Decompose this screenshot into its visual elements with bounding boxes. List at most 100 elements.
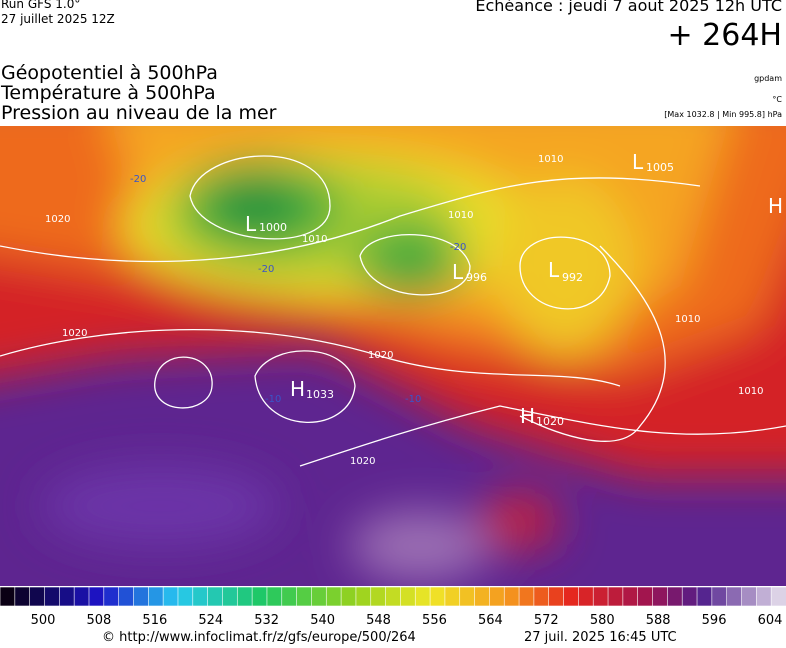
lead-time: + 264H xyxy=(667,18,783,53)
color-swatch xyxy=(756,586,772,607)
isobar xyxy=(299,405,786,467)
temperature-label: -20 xyxy=(450,242,466,253)
color-swatch xyxy=(162,586,179,607)
high-value: 1020 xyxy=(536,415,564,428)
color-swatch xyxy=(741,586,758,607)
isobar-label: 1010 xyxy=(738,386,763,397)
field: Pression au niveau de la mer xyxy=(1,102,277,124)
color-swatch xyxy=(325,586,342,607)
color-swatch xyxy=(474,586,491,607)
color-swatch xyxy=(251,586,268,607)
high: H xyxy=(290,377,305,401)
color-swatch xyxy=(59,586,75,607)
colorbar-label: 556 xyxy=(422,613,447,626)
low-value: 1000 xyxy=(259,221,287,234)
field: Géopotentiel à 500hPa xyxy=(1,62,218,84)
isobar-label: 1010 xyxy=(538,154,563,165)
temperature-label: -10 xyxy=(265,394,281,405)
color-swatch xyxy=(370,586,387,607)
generated: 27 juil. 2025 16:45 UTC xyxy=(524,630,677,645)
low-value: 1005 xyxy=(646,161,674,174)
color-swatch xyxy=(222,586,239,607)
colorbar-label: 604 xyxy=(758,613,783,626)
isobar-label: 1020 xyxy=(62,328,87,339)
isobar xyxy=(154,356,213,409)
color-swatch xyxy=(726,586,743,607)
colorbar-label: 596 xyxy=(702,613,727,626)
color-swatch xyxy=(711,586,728,607)
colorbar-label: 548 xyxy=(366,613,391,626)
color-swatch xyxy=(177,586,194,607)
color-swatch xyxy=(266,586,283,607)
source: © http://www.infoclimat.fr/z/gfs/europe/… xyxy=(102,630,416,645)
map: L 1000 L 996 L 992 L 1005 H H 1033 H 102… xyxy=(0,126,786,586)
color-swatch xyxy=(770,586,786,607)
colorbar-label: 524 xyxy=(198,613,223,626)
color-swatch xyxy=(14,586,31,607)
color-swatch xyxy=(73,586,90,607)
color-swatch xyxy=(340,586,357,607)
low: L xyxy=(548,258,560,282)
colorbar-label: 580 xyxy=(590,613,615,626)
valid-time: Echéance : jeudi 7 aout 2025 12h UTC xyxy=(475,0,782,15)
colorbar: 500 508 516 524 532 540 548 556 564 572 580 588 596 6… xyxy=(0,586,786,626)
low: L xyxy=(452,260,464,284)
isobar-label: 1020 xyxy=(350,456,375,467)
colorbar-label: 564 xyxy=(478,613,503,626)
color-swatch xyxy=(667,586,683,607)
color-swatch xyxy=(236,586,253,607)
color-swatch xyxy=(385,586,402,607)
color-swatch xyxy=(414,586,431,607)
temperature-label: -20 xyxy=(258,264,274,275)
isobar xyxy=(254,350,356,423)
isobar-label: 1010 xyxy=(675,314,700,325)
color-swatch xyxy=(429,586,446,607)
colorbar-label: 516 xyxy=(142,613,167,626)
isobar-label: 1010 xyxy=(302,234,327,245)
temperature-label: -20 xyxy=(130,174,146,185)
unit: °C xyxy=(772,95,782,104)
color-swatch xyxy=(548,586,565,607)
colorbar-label: 500 xyxy=(31,613,56,626)
run-date: 27 juillet 2025 12Z xyxy=(1,12,115,26)
low-value: 996 xyxy=(466,271,487,284)
color-swatch xyxy=(311,586,328,607)
high: H xyxy=(520,404,535,428)
color-swatch xyxy=(400,586,417,607)
color-swatch xyxy=(652,586,669,607)
colorbar-label: 588 xyxy=(646,613,671,626)
color-swatch xyxy=(103,586,120,607)
high: H xyxy=(768,194,783,218)
low-value: 992 xyxy=(562,271,583,284)
color-swatch xyxy=(192,586,209,607)
color-swatch xyxy=(518,586,535,607)
field: Température à 500hPa xyxy=(1,82,216,104)
high-value: 1033 xyxy=(306,388,334,401)
isobar xyxy=(359,233,471,296)
isobar-label: 1020 xyxy=(45,214,70,225)
color-swatch xyxy=(0,586,16,607)
run: Run GFS 1.0° xyxy=(1,0,81,11)
color-swatch xyxy=(489,586,506,607)
unit: gpdam xyxy=(754,74,782,83)
low: L xyxy=(245,212,257,236)
colorbar-label: 572 xyxy=(534,613,559,626)
color-swatch xyxy=(696,586,713,607)
color-swatch xyxy=(563,586,580,607)
isobar xyxy=(0,328,621,387)
colorbar-label: 508 xyxy=(87,613,112,626)
color-swatch xyxy=(637,586,654,607)
color-swatch xyxy=(503,586,520,607)
colorbar-label: 540 xyxy=(310,613,335,626)
color-swatch xyxy=(118,586,135,607)
color-swatch xyxy=(133,586,150,607)
color-swatch xyxy=(681,586,698,607)
low: L xyxy=(632,150,644,174)
color-swatch xyxy=(296,586,313,607)
isobar xyxy=(519,245,666,442)
color-swatch xyxy=(592,586,609,607)
temperature-label: -10 xyxy=(405,394,421,405)
color-swatch xyxy=(44,586,61,607)
color-swatch xyxy=(578,586,595,607)
